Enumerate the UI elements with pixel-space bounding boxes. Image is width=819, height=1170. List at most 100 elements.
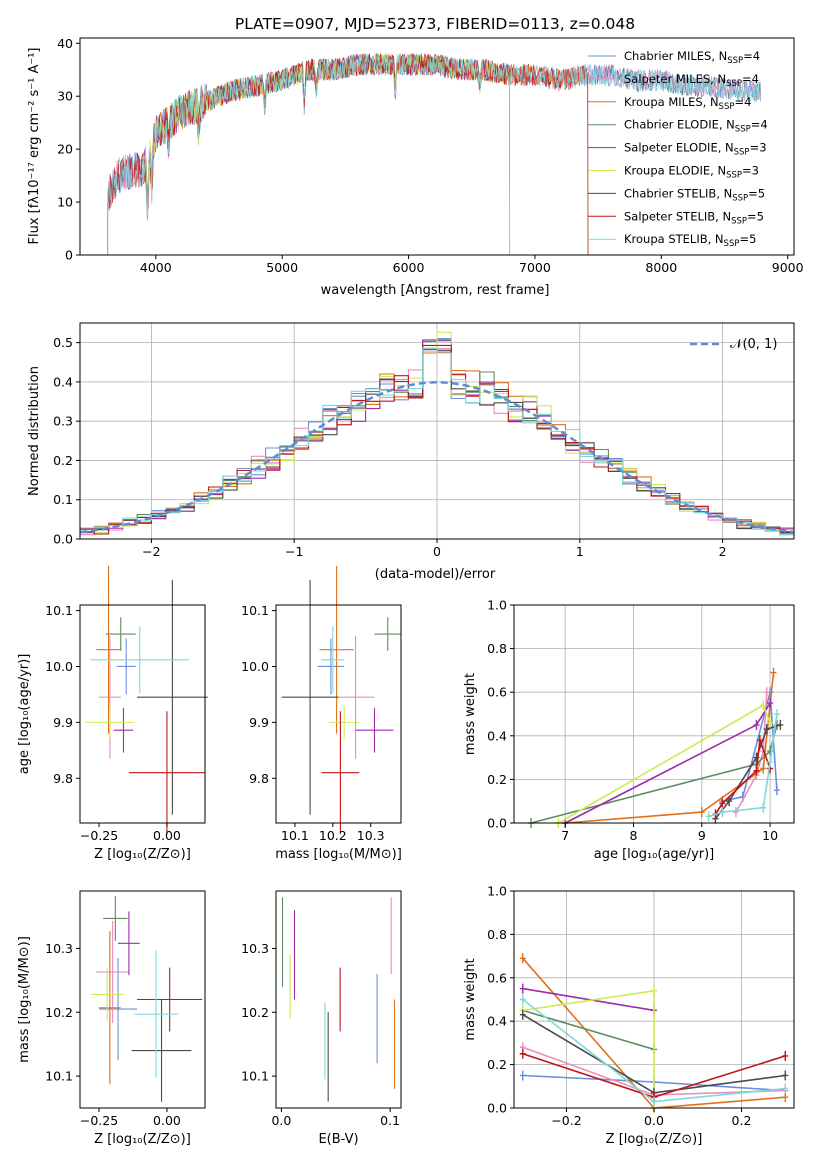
x-tick-label: −0.25 [80,1113,118,1128]
legend-label: Salpeter STELIB, NSSP=5 [624,209,764,226]
data-point-marker [651,1096,657,1107]
y-tick-label: 20 [57,142,73,157]
x-axis-label: Z [log₁₀(Z/Z⊙)] [94,847,191,862]
y-axis-label: mass weight [463,673,478,755]
x-tick-label: 1 [576,544,584,559]
y-tick-label: 30 [57,89,73,104]
normal-curve [79,381,795,534]
residual-ticks: −2 −1 0 1 2 0.0 0.1 0.2 0.3 0.4 0.5 [53,335,726,559]
data-point-marker [519,953,526,964]
y-tick-label: 0.1 [53,492,73,507]
y-axis-label: mass [log₁₀(M/M⊙)] [17,936,32,1063]
y-tick-label: 0.4 [53,374,73,389]
data-point-marker [773,785,780,796]
y-tick-label: 10 [57,195,73,210]
x-tick-label: 2 [719,544,727,559]
x-tick-label: 0 [433,544,441,559]
y-tick-label: 0.3 [53,414,73,429]
x-tick-label: 0.0 [271,1113,291,1128]
data-point-marker [756,735,763,746]
spectrum-legend: Chabrier MILES, NSSP=4 Salpeter MILES, NS… [588,49,768,249]
legend-label: Chabrier ELODIE, NSSP=4 [624,118,768,135]
mass-weight-vs-age-panel: 7 8 9 10 0.0 0.2 0.4 0.6 0.8 1.0 age [log₁₀(age/yr… [463,598,795,862]
x-tick-label: 0.1 [380,1113,400,1128]
x-tick-label: 10.2 [319,828,347,843]
spectrum-plot-area [107,53,761,256]
y-tick-label: 0.8 [487,927,507,942]
spectrum-series-line [107,53,761,215]
data-point-marker [767,756,774,767]
legend-label: Chabrier MILES, NSSP=4 [624,49,760,66]
spectrum-frame [79,37,795,256]
data-point-marker [763,724,770,735]
x-tick-label: 10 [762,828,778,843]
data-point-marker [732,807,739,818]
y-tick-label: 10.1 [241,603,269,618]
x-tick-label: 0.2 [732,1113,752,1128]
y-tick-label: 0.4 [487,1014,507,1029]
y-tick-label: 10.1 [45,1069,73,1084]
data-point-marker [760,700,767,711]
residual-plot-area [79,323,795,539]
x-tick-label: −1 [285,544,303,559]
x-tick-label: 8000 [645,260,677,275]
data-point-marker [760,763,767,774]
histogram-step [80,347,794,536]
x-tick-label: 0.00 [153,828,181,843]
legend-label: Kroupa MILES, NSSP=4 [624,95,751,112]
normal-legend-label: 𝒩(0, 1) [730,337,777,352]
y-tick-label: 9.9 [53,715,73,730]
spectrum-ticks: 4000 5000 6000 7000 8000 9000 0 10 20 30 40 [57,36,804,275]
y-tick-label: 9.8 [53,771,73,786]
data-point-marker [519,1070,526,1081]
x-tick-label: 10.3 [357,828,385,843]
data-point-marker [773,709,780,719]
x-tick-label: 9 [698,828,706,843]
y-tick-label: 10.3 [241,941,269,956]
axes-frame [513,604,795,824]
x-tick-label: 7000 [519,260,551,275]
data-point-marker [719,807,726,818]
y-axis-label: age [log₁₀(age/yr)] [17,654,32,775]
data-point-marker [519,1048,526,1059]
mass-vs-z-panel: −0.25 0.00 10.1 10.2 10.3 Z [log₁₀(Z/Z⊙)] mass… [17,890,206,1147]
x-tick-label: 6000 [393,260,425,275]
y-tick-label: 0.2 [487,772,507,787]
y-tick-label: 0.2 [487,1057,507,1072]
x-tick-label: −0.2 [551,1113,581,1128]
mass-weight-line [565,672,775,824]
parameter-panels: −0.25 0.00 9.8 9.9 10.0 10.1 Z [log₁₀(Z/Z⊙)] ag… [17,565,795,1147]
data-point-marker [519,994,526,1005]
y-tick-label: 10.2 [45,1005,73,1020]
legend-label: Salpeter MILES, NSSP=4 [624,72,759,89]
y-tick-label: 9.9 [249,715,269,730]
y-tick-label: 10.0 [45,659,73,674]
y-tick-label: 0.8 [487,641,507,656]
y-tick-label: 0.5 [53,335,73,350]
histogram-step [80,331,794,536]
data-point-marker [753,765,760,776]
y-tick-label: 10.2 [241,1005,269,1020]
x-tick-label: 4000 [140,260,172,275]
x-axis-label: Z [log₁₀(Z/Z⊙)] [94,1132,191,1147]
spectrum-x-label: wavelength [Angstrom, rest frame] [321,283,550,298]
data-point-marker [782,1050,789,1061]
y-tick-label: 0.2 [53,453,73,468]
data-point-marker [651,985,657,996]
age-vs-z-panel: −0.25 0.00 9.8 9.9 10.0 10.1 Z [log₁₀(Z/Z⊙)] ag… [17,565,208,862]
mass-weight-line [522,987,655,1012]
x-tick-label: 0.00 [153,1113,181,1128]
y-tick-label: 1.0 [487,884,507,899]
data-point-marker [782,1092,789,1103]
data-point-marker [760,802,767,813]
data-point-marker [705,811,712,822]
axes-frame [79,890,206,1109]
data-point-marker [777,719,784,730]
y-tick-label: 1.0 [487,598,507,613]
y-tick-label: 0.6 [487,685,507,700]
data-point-marker [753,719,760,730]
y-tick-label: 10.1 [45,603,73,618]
x-tick-label: −2 [142,544,160,559]
x-axis-label: mass [log₁₀(M/M⊙)] [275,847,402,862]
